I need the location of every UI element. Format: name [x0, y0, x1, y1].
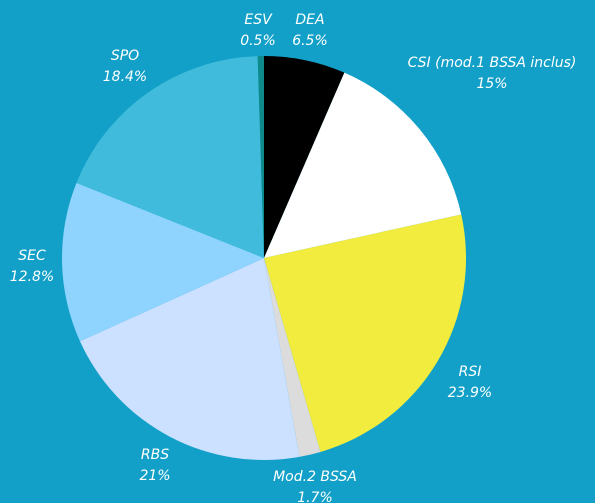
slice-value-label: 18.4%: [103, 69, 147, 85]
pie-slice: [62, 182, 265, 342]
pie-slice: [264, 214, 466, 452]
slice-label: Mod.2 BSSA: [273, 469, 357, 485]
slice-label: SEC: [18, 248, 46, 264]
pie-slice: [264, 72, 462, 258]
slice-label: RSI: [459, 364, 482, 380]
pie-slice: [76, 56, 264, 259]
pie-slice: [79, 258, 300, 460]
slice-value-label: 6.5%: [292, 33, 328, 49]
slice-value-label: 21%: [139, 468, 170, 484]
pie-slice: [257, 56, 264, 258]
slice-label: SPO: [111, 48, 139, 64]
slice-value-label: 0.5%: [240, 33, 276, 49]
pie-slice: [264, 258, 321, 457]
slice-value-label: 23.9%: [448, 385, 492, 401]
slice-label: CSI (mod.1 BSSA inclus): [408, 55, 577, 71]
slice-label: RBS: [141, 447, 169, 463]
slice-value-label: 1.7%: [297, 490, 333, 503]
slice-value-label: 15%: [476, 76, 507, 92]
slice-label: ESV: [244, 12, 273, 28]
slice-label: DEA: [295, 12, 324, 28]
slice-value-label: 12.8%: [10, 269, 54, 285]
pie-slice: [264, 56, 345, 258]
